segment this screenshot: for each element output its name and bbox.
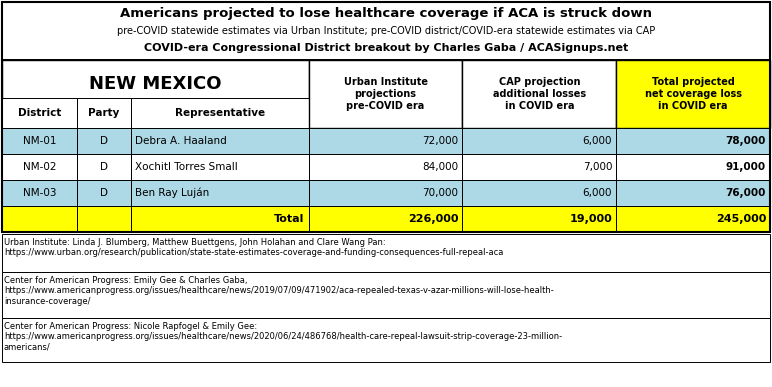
Text: 19,000: 19,000 (570, 214, 612, 224)
Text: Representative: Representative (174, 108, 265, 118)
Bar (2, 154, 77, 180)
Text: Urban Institute: Linda J. Blumberg, Matthew Buettgens, John Holahan and Clare Wa: Urban Institute: Linda J. Blumberg, Matt… (4, 238, 503, 257)
Bar (2, 2, 770, 60)
Text: 76,000: 76,000 (726, 188, 766, 198)
Text: 226,000: 226,000 (408, 214, 459, 224)
Bar (2, 234, 770, 272)
Text: Ben Ray Luján: Ben Ray Luján (135, 188, 209, 198)
Bar (462, 180, 616, 206)
Bar (462, 128, 616, 154)
Text: Total: Total (274, 214, 305, 224)
Bar (77, 180, 131, 206)
Text: 91,000: 91,000 (726, 162, 766, 172)
Text: Debra A. Haaland: Debra A. Haaland (135, 136, 227, 146)
Bar (616, 154, 770, 180)
Text: Americans projected to lose healthcare coverage if ACA is struck down: Americans projected to lose healthcare c… (120, 7, 652, 20)
Bar (616, 60, 770, 128)
Text: D: D (100, 162, 108, 172)
Text: 7,000: 7,000 (583, 162, 612, 172)
Bar (2, 180, 77, 206)
Bar (77, 206, 131, 232)
Bar (2, 318, 770, 362)
Text: NEW MEXICO: NEW MEXICO (89, 75, 222, 93)
Text: 72,000: 72,000 (422, 136, 459, 146)
Text: COVID-era Congressional District breakout by Charles Gaba / ACASignups.net: COVID-era Congressional District breakou… (144, 43, 628, 53)
Bar (309, 60, 462, 128)
Text: Center for American Progress: Nicole Rapfogel & Emily Gee:
https://www.americanp: Center for American Progress: Nicole Rap… (4, 322, 562, 352)
Text: 6,000: 6,000 (583, 136, 612, 146)
Bar (2, 2, 770, 232)
Bar (309, 154, 462, 180)
Text: 78,000: 78,000 (726, 136, 766, 146)
Bar (77, 98, 131, 128)
Bar (462, 206, 616, 232)
Text: CAP projection
additional losses
in COVID era: CAP projection additional losses in COVI… (493, 77, 586, 111)
Bar (462, 154, 616, 180)
Bar (309, 206, 462, 232)
Bar (462, 60, 616, 128)
Bar (2, 98, 309, 128)
Bar (616, 128, 770, 154)
Bar (2, 206, 77, 232)
Text: D: D (100, 136, 108, 146)
Bar (131, 154, 309, 180)
Text: NM-02: NM-02 (23, 162, 56, 172)
Bar (2, 272, 770, 318)
Text: 245,000: 245,000 (716, 214, 766, 224)
Bar (2, 98, 77, 128)
Bar (616, 180, 770, 206)
Bar (131, 180, 309, 206)
Text: District: District (18, 108, 61, 118)
Bar (77, 128, 131, 154)
Bar (2, 60, 309, 128)
Text: 6,000: 6,000 (583, 188, 612, 198)
Text: NM-03: NM-03 (23, 188, 56, 198)
Bar (616, 206, 770, 232)
Bar (131, 206, 309, 232)
Bar (77, 154, 131, 180)
Text: pre-COVID statewide estimates via Urban Institute; pre-COVID district/COVID-era : pre-COVID statewide estimates via Urban … (117, 26, 655, 36)
Bar (131, 128, 309, 154)
Bar (2, 128, 77, 154)
Text: Center for American Progress: Emily Gee & Charles Gaba,
https://www.americanprog: Center for American Progress: Emily Gee … (4, 276, 554, 306)
Bar (131, 98, 309, 128)
Text: Xochitl Torres Small: Xochitl Torres Small (135, 162, 238, 172)
Text: NM-01: NM-01 (23, 136, 56, 146)
Text: D: D (100, 188, 108, 198)
Text: Urban Institute
projections
pre-COVID era: Urban Institute projections pre-COVID er… (344, 77, 428, 111)
Bar (309, 128, 462, 154)
Text: Total projected
net coverage loss
in COVID era: Total projected net coverage loss in COV… (645, 77, 742, 111)
Text: Party: Party (89, 108, 120, 118)
Text: 84,000: 84,000 (422, 162, 459, 172)
Bar (309, 180, 462, 206)
Text: 70,000: 70,000 (422, 188, 459, 198)
